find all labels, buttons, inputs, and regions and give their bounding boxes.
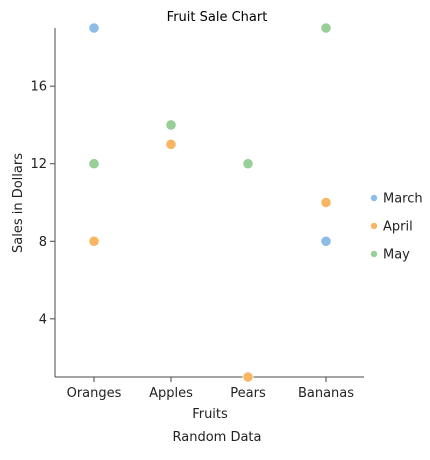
legend-item-may: May: [370, 248, 410, 263]
data-points: [88, 22, 332, 383]
legend-marker: [370, 194, 378, 202]
legend-marker: [370, 250, 378, 258]
axes: [54, 28, 364, 378]
scatter-point: [242, 371, 254, 383]
y-tick-label: 12: [30, 157, 47, 172]
y-tick-label: 4: [39, 312, 47, 327]
scatter-point: [165, 138, 177, 150]
chart-subtitle: Random Data: [173, 430, 262, 445]
scatter-point: [88, 22, 100, 34]
y-tick-label: 8: [39, 235, 47, 250]
legend: March April May: [370, 192, 423, 263]
chart-title: Fruit Sale Chart: [167, 10, 268, 25]
scatter-point: [242, 158, 254, 170]
x-tick-label: Apples: [149, 386, 193, 401]
x-tick-label: Oranges: [67, 386, 122, 401]
scatter-point: [88, 235, 100, 247]
x-axis-ticks: Oranges Apples Pears Bananas: [67, 377, 354, 401]
series-april: [88, 138, 332, 383]
x-axis-label: Fruits: [192, 407, 228, 422]
x-tick-label: Pears: [230, 386, 266, 401]
y-axis-label: Sales in Dollars: [11, 153, 26, 253]
scatter-point: [320, 22, 332, 34]
legend-label: May: [383, 248, 410, 263]
scatter-point: [165, 119, 177, 131]
series-may: [88, 22, 332, 170]
y-axis-ticks: 4 8 12 16: [30, 80, 55, 327]
legend-label: April: [383, 220, 413, 235]
legend-item-march: March: [370, 192, 423, 207]
legend-marker: [370, 222, 378, 230]
scatter-point: [320, 235, 332, 247]
x-tick-label: Bananas: [298, 386, 354, 401]
scatter-point: [320, 196, 332, 209]
legend-label: March: [383, 192, 423, 207]
legend-item-april: April: [370, 220, 413, 235]
scatter-point: [88, 158, 100, 170]
series-march: [88, 22, 332, 247]
y-tick-label: 16: [30, 80, 47, 95]
